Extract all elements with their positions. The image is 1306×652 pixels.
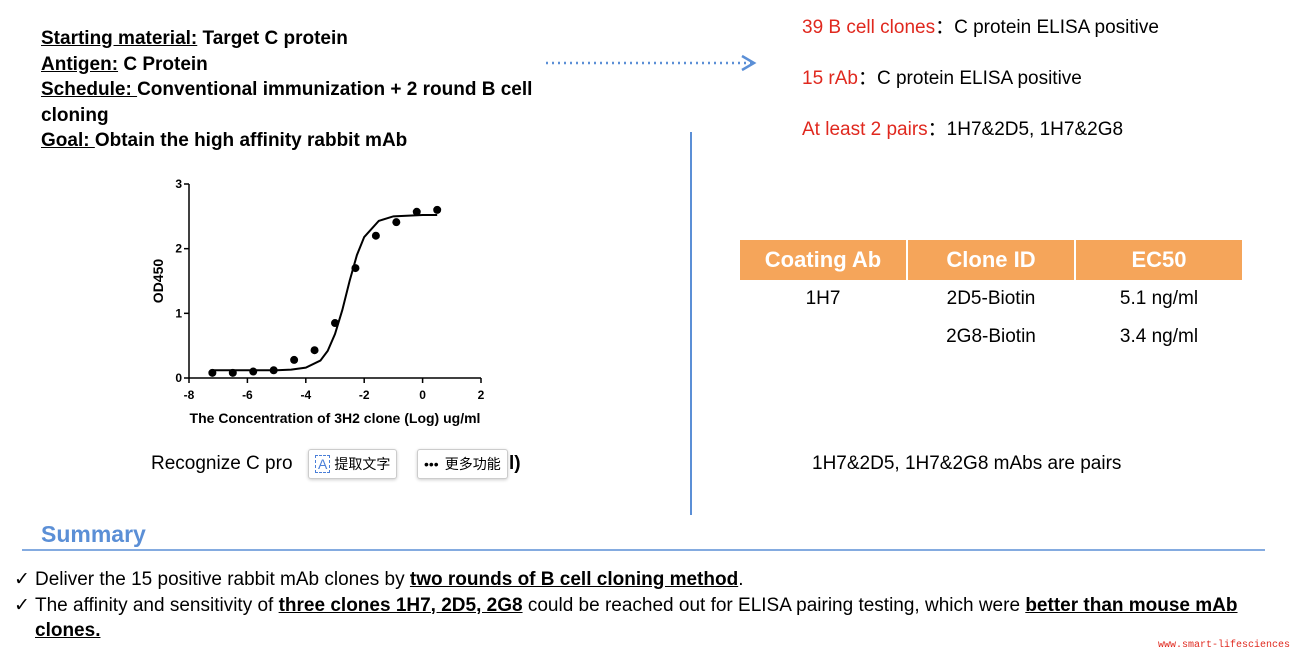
data-point <box>249 367 258 376</box>
icon: ••• <box>424 456 439 472</box>
info-label: Antigen: <box>41 53 119 75</box>
check-mark: ✓ <box>14 594 30 616</box>
y-tick-label: 2 <box>175 242 182 256</box>
x-axis-label: The Concentration of 3H2 clone (Log) ug/… <box>190 410 481 426</box>
row: 2G8-Biotin 3.4 ng/ml <box>740 318 1242 356</box>
emphasis: three clones 1H7, 2D5, 2G8 <box>278 594 523 616</box>
data-point <box>371 231 380 240</box>
x-tick-label: -2 <box>359 388 370 402</box>
result: At least 2 pairs：1H7&2D5, 1H7&2G8 <box>802 114 1123 141</box>
text: could be reached out for ELISA pairing t… <box>522 594 1026 616</box>
y-tick-label: 3 <box>175 177 182 191</box>
header-cell: EC50 <box>1076 240 1242 280</box>
result-highlight: 15 rAb <box>802 68 858 89</box>
popup-button[interactable]: ••• 更多功能 <box>417 449 508 479</box>
info-line: Goal: Obtain the high affinity rabbit mA… <box>41 128 601 154</box>
result-highlight: 39 B cell clones <box>802 17 936 38</box>
x-tick-label: 2 <box>478 388 485 402</box>
info-line: Antigen: C Protein <box>41 52 601 78</box>
chart: -8 -6 -4 -2 0 2 0 1 2 3 The Concentration of 3H2 c… <box>150 177 485 426</box>
text: The affinity and sensitivity of <box>35 594 279 616</box>
info-block: Starting material: Target C protein Anti… <box>41 26 601 154</box>
header-cell: Clone ID <box>908 240 1074 280</box>
data-point <box>228 368 237 377</box>
data-point <box>412 207 421 216</box>
y-tick-label: 1 <box>175 306 182 320</box>
popup-button[interactable]: A 提取文字 <box>308 449 398 479</box>
emphasis: two rounds of B cell cloning method <box>409 569 739 590</box>
y-tick-label: 0 <box>175 371 182 385</box>
result-text: ：C protein ELISA positive <box>935 17 1159 38</box>
x-tick-label: -8 <box>184 388 195 402</box>
data-point <box>208 368 217 377</box>
arrow-head <box>741 54 757 72</box>
row: 1H7 2D5-Biotin 5.1 ng/ml <box>740 280 1242 318</box>
cell: 2G8-Biotin <box>946 326 1036 347</box>
cell <box>740 318 906 356</box>
data-point <box>433 205 442 214</box>
summary-bullets: ✓ Deliver the 15 positive rabbit mAb clon… <box>14 567 1274 644</box>
x-tick-label: -6 <box>242 388 253 402</box>
info-text: Target C protein <box>197 28 348 49</box>
x-tick-label: -4 <box>300 388 311 402</box>
cell: 5.1 ng/ml <box>1119 288 1199 309</box>
header-row: Coating Ab Clone ID EC50 <box>740 240 1242 280</box>
x-tick-label: 0 <box>419 388 426 402</box>
table-caption: 1H7&2D5, 1H7&2G8 mAbs are pairs <box>812 453 1122 474</box>
data-point <box>351 264 360 273</box>
bullet-text: The affinity and sensitivity of three cl… <box>35 593 1274 644</box>
chart-caption: Recognize C pro <box>151 453 293 474</box>
summary-title: Summary <box>41 521 146 547</box>
header-cell: Coating Ab <box>740 240 906 280</box>
data-point <box>331 319 339 328</box>
info-text: C Protein <box>118 53 208 75</box>
chart-caption-end: l) <box>509 453 521 474</box>
bullet: ✓ The affinity and sensitivity of three c… <box>14 593 1274 644</box>
cell: 1H7 <box>805 288 841 309</box>
info-label: Schedule: <box>41 79 138 100</box>
emphasis: better than mouse mAb clones. <box>35 594 1238 642</box>
info-line: Schedule: Conventional immunization + 2 … <box>41 77 601 128</box>
result-text: ：1H7&2D5, 1H7&2G8 <box>927 119 1124 140</box>
result: 39 B cell clones：C protein ELISA positiv… <box>802 12 1159 39</box>
info-text: Conventional immunization + 2 round B ce… <box>41 79 533 126</box>
result-highlight: At least 2 pairs <box>802 119 928 140</box>
info-text: Obtain the high affinity rabbit mAb <box>94 130 408 151</box>
ec50-table: Coating Ab Clone ID EC50 1H7 2D5-Biotin … <box>738 240 1244 356</box>
data-point <box>392 218 401 227</box>
icon: A <box>315 455 331 473</box>
popup-label[interactable]: 更多功能 <box>444 456 501 472</box>
result-text: ：C protein ELISA positive <box>857 68 1082 89</box>
watermark: www.smart-lifesciences <box>1158 640 1291 651</box>
text: Deliver the 15 positive rabbit mAb clone… <box>35 569 410 590</box>
data-point <box>290 355 299 364</box>
table-wrap: Coating Ab Clone ID EC50 1H7 2D5-Biotin … <box>738 240 1244 356</box>
result: 15 rAb：C protein ELISA positive <box>802 63 1082 90</box>
cell: 3.4 ng/ml <box>1119 326 1199 347</box>
data-point <box>310 346 319 355</box>
popup-label[interactable]: 提取文字 <box>334 456 391 472</box>
info-label: Goal: <box>41 130 95 151</box>
data-point <box>269 366 278 375</box>
bullet: ✓ Deliver the 15 positive rabbit mAb clon… <box>14 567 1274 593</box>
y-axis-label: OD450 <box>150 259 166 304</box>
cell: 2D5-Biotin <box>946 288 1036 309</box>
info-line: Starting material: Target C protein <box>41 26 601 52</box>
text: . <box>738 569 744 590</box>
bullet-text: Deliver the 15 positive rabbit mAb clone… <box>35 567 743 593</box>
check-mark: ✓ <box>14 569 30 590</box>
fit-curve <box>212 214 438 372</box>
info-label: Starting material: <box>41 28 198 49</box>
